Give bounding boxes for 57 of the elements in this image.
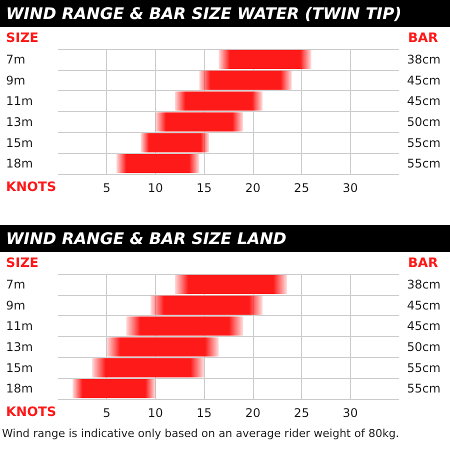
bar (199, 70, 292, 90)
x-axis-title: KNOTS (6, 180, 56, 195)
text: Wind range is indicative only based on an average rider weight of 80kg. (1, 427, 400, 440)
bar (174, 92, 263, 111)
y-tick-label: 15m (6, 360, 33, 375)
bar (116, 154, 200, 174)
y2-tick-label: 38cm (407, 277, 441, 292)
y-tick-label: 11m (6, 319, 33, 334)
y-tick-label: 15m (6, 136, 33, 150)
x-tick-label: 15 (196, 181, 212, 195)
x-tick-label: 10 (148, 181, 164, 195)
y2-tick-label: 45cm (407, 319, 441, 334)
y-tick-label: 7m (6, 52, 26, 66)
chart-title: WIND RANGE & BAR SIZE LAND (0, 225, 450, 252)
x-tick-label: 30 (342, 181, 358, 195)
bar (106, 337, 219, 356)
y2-tick-label: 55cm (407, 360, 441, 375)
y-tick-label: 18m (6, 382, 33, 396)
bar (92, 358, 204, 378)
x-tick-label: 30 (342, 406, 358, 420)
y2-tick-label: 38cm (407, 52, 441, 66)
x-axis-title: KNOTS (6, 405, 56, 420)
y2-tick-label: 55cm (407, 156, 441, 171)
bar (174, 274, 287, 294)
y2-tick-label: 50cm (407, 114, 441, 129)
chart-title: WIND RANGE & BAR SIZE WATER (TWIN TIP) (0, 0, 450, 27)
y-tick-label: 13m (6, 340, 33, 354)
y2-tick-label: 55cm (407, 382, 441, 396)
y-tick-label: 13m (6, 114, 33, 129)
y2-tick-label: 45cm (407, 94, 441, 108)
y-tick-label: 9m (6, 298, 26, 312)
y2-axis-title: BAR (408, 31, 438, 46)
y2-tick-label: 45cm (407, 298, 441, 312)
x-tick-label: 10 (148, 406, 164, 420)
bar (140, 133, 210, 152)
y2-axis-title: BAR (408, 256, 438, 271)
bar (126, 316, 244, 336)
y2-tick-label: 55cm (407, 136, 441, 150)
x-tick-label: 20 (245, 406, 260, 420)
y-tick-label: 7m (6, 277, 26, 292)
y-tick-label: 9m (6, 73, 26, 88)
x-tick-label: 25 (294, 181, 310, 195)
y2-tick-label: 45cm (407, 73, 441, 88)
y-tick-label: 18m (6, 156, 33, 171)
bar (155, 112, 244, 132)
y-axis-title: SIZE (6, 256, 39, 271)
bar (150, 296, 263, 315)
y-axis-title: SIZE (6, 31, 39, 46)
y-tick-label: 11m (6, 94, 33, 108)
x-tick-label: 20 (245, 181, 260, 195)
y2-tick-label: 50cm (407, 340, 441, 354)
bar (72, 379, 156, 398)
x-tick-label: 25 (294, 406, 310, 420)
x-tick-label: 5 (102, 406, 111, 420)
x-tick-label: 5 (102, 181, 111, 195)
x-tick-label: 15 (196, 406, 212, 420)
bar (218, 50, 312, 69)
